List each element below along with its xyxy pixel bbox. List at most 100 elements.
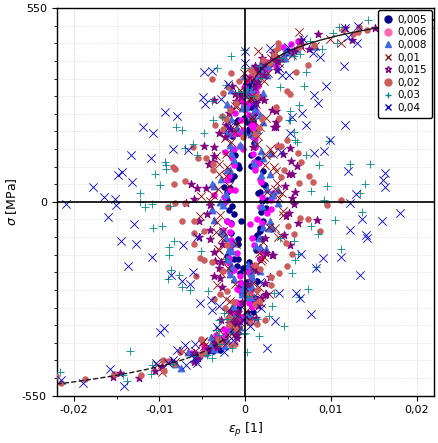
- Point: [150, 130, 157, 137]
- Point: [239, 105, 246, 112]
- Point: [292, 136, 299, 144]
- Point: [338, 196, 345, 203]
- Point: [297, 51, 304, 58]
- Point: [250, 280, 257, 287]
- Point: [151, 171, 158, 178]
- Point: [230, 299, 237, 306]
- Point: [336, 23, 343, 31]
- Point: [307, 188, 314, 195]
- Point: [247, 132, 254, 139]
- Point: [250, 104, 257, 111]
- Point: [254, 70, 261, 77]
- Point: [261, 253, 268, 260]
- Point: [259, 255, 266, 262]
- Point: [227, 308, 234, 315]
- Point: [258, 235, 265, 242]
- Point: [268, 149, 275, 156]
- Point: [215, 340, 223, 347]
- Point: [118, 168, 125, 175]
- Point: [219, 268, 226, 275]
- Point: [247, 322, 254, 329]
- Point: [237, 280, 244, 287]
- Point: [170, 181, 177, 188]
- Point: [285, 116, 292, 123]
- Point: [170, 360, 177, 367]
- Point: [253, 266, 260, 273]
- Point: [240, 317, 247, 324]
- Point: [255, 284, 262, 291]
- Point: [270, 55, 277, 62]
- Point: [296, 214, 303, 221]
- Point: [253, 232, 260, 239]
- Point: [245, 268, 252, 275]
- Point: [224, 217, 231, 224]
- Point: [261, 62, 268, 70]
- Point: [354, 39, 361, 46]
- Point: [191, 358, 198, 365]
- Point: [165, 276, 172, 283]
- Point: [327, 35, 334, 43]
- Point: [243, 307, 250, 315]
- Point: [332, 217, 339, 224]
- Point: [272, 50, 279, 57]
- Point: [228, 310, 235, 317]
- Point: [211, 342, 218, 349]
- Point: [263, 188, 270, 195]
- Point: [243, 312, 250, 319]
- Point: [221, 349, 228, 356]
- Point: [168, 272, 175, 279]
- Point: [229, 319, 236, 326]
- Point: [272, 55, 279, 62]
- Point: [149, 361, 156, 369]
- Point: [221, 194, 228, 201]
- Point: [225, 333, 232, 340]
- Point: [127, 347, 134, 354]
- Point: [278, 173, 285, 180]
- Point: [233, 100, 240, 107]
- Point: [266, 171, 273, 178]
- Point: [246, 91, 253, 98]
- Point: [251, 266, 258, 273]
- Point: [161, 368, 168, 375]
- Point: [181, 199, 188, 206]
- Point: [248, 66, 255, 73]
- Point: [215, 332, 223, 339]
- Point: [225, 83, 232, 90]
- Point: [341, 62, 348, 70]
- Point: [165, 204, 172, 211]
- Point: [394, 21, 401, 28]
- Point: [202, 346, 209, 353]
- Point: [290, 230, 297, 237]
- Point: [163, 166, 170, 173]
- Point: [359, 209, 366, 216]
- Point: [277, 54, 284, 61]
- Point: [256, 225, 263, 232]
- Point: [191, 341, 198, 348]
- Point: [263, 250, 270, 257]
- Point: [228, 344, 235, 351]
- Point: [187, 287, 194, 294]
- Point: [236, 143, 243, 150]
- Point: [166, 202, 173, 210]
- Point: [288, 49, 295, 56]
- Point: [184, 349, 191, 356]
- Point: [252, 301, 259, 308]
- Point: [309, 49, 316, 56]
- Point: [112, 196, 119, 203]
- Point: [311, 91, 318, 98]
- Point: [277, 54, 284, 62]
- Point: [286, 108, 293, 115]
- Point: [233, 124, 240, 132]
- Point: [249, 113, 256, 120]
- Point: [212, 338, 219, 346]
- Point: [223, 172, 230, 179]
- Point: [261, 78, 268, 85]
- Point: [242, 330, 249, 337]
- Point: [253, 101, 260, 108]
- Point: [233, 321, 240, 328]
- Point: [80, 380, 87, 387]
- Point: [270, 252, 277, 259]
- Point: [53, 373, 60, 380]
- Point: [231, 304, 238, 311]
- Point: [233, 299, 240, 306]
